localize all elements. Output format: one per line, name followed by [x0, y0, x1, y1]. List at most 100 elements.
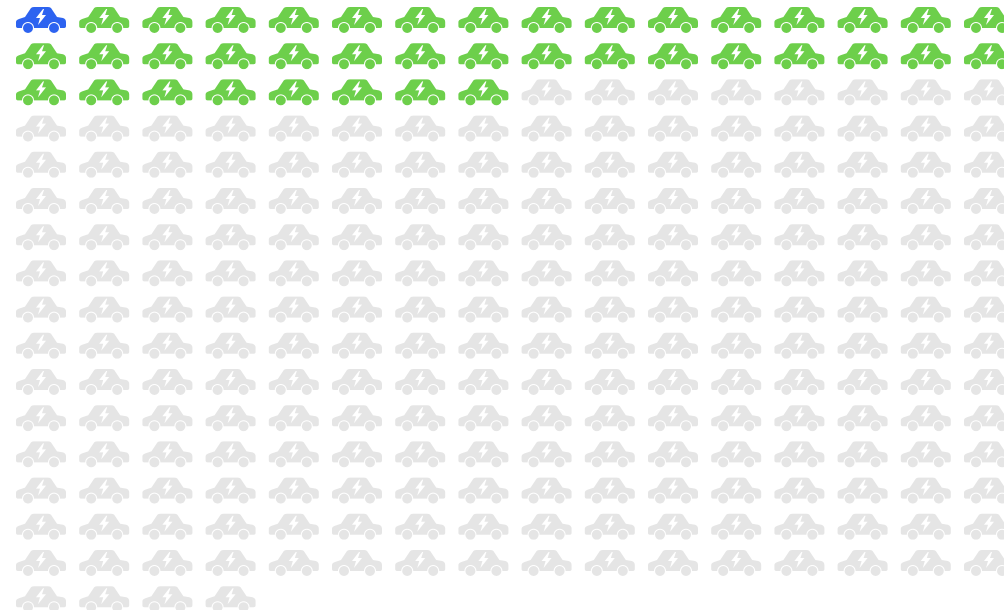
car-icon [900, 7, 951, 33]
car-icon [964, 7, 1004, 33]
car-icon [521, 513, 572, 540]
car-icon [395, 7, 446, 33]
car-icon [837, 115, 888, 142]
car-icon [648, 296, 698, 323]
car-icon [16, 477, 66, 504]
car-icon [584, 405, 635, 432]
car-icon [142, 586, 193, 610]
car-icon [268, 477, 319, 504]
car-icon [142, 405, 193, 432]
car-icon [458, 441, 509, 468]
car-icon [79, 441, 130, 468]
car-icon [521, 477, 572, 504]
car-icon [648, 369, 698, 395]
car-icon [521, 188, 572, 214]
car-icon [711, 260, 762, 287]
car-icon [205, 224, 256, 251]
car-icon [268, 550, 319, 576]
car-icon [142, 260, 193, 287]
car-icon [964, 405, 1004, 432]
car-icon [837, 369, 888, 395]
car-icon [395, 369, 446, 395]
car-icon [964, 260, 1004, 287]
car-icon [79, 513, 130, 540]
car-icon [205, 477, 256, 504]
car-icon [774, 188, 825, 214]
car-icon [584, 188, 635, 214]
car-icon [395, 224, 446, 251]
car-icon [774, 369, 825, 395]
car-icon [711, 513, 762, 540]
car-icon [521, 441, 572, 468]
car-icon [268, 369, 319, 395]
car-icon [837, 43, 888, 70]
car-icon [205, 369, 256, 395]
car-icon [584, 550, 635, 576]
car-icon [458, 296, 509, 323]
car-icon [774, 405, 825, 432]
car-icon [458, 43, 509, 70]
car-icon [458, 151, 509, 178]
car-icon [521, 369, 572, 395]
car-icon [268, 332, 319, 359]
car-icon [584, 224, 635, 251]
car-icon [458, 188, 509, 214]
car-icon [16, 188, 66, 214]
car-icon [774, 477, 825, 504]
car-icon [837, 188, 888, 214]
car-icon [205, 550, 256, 576]
car-icon [79, 79, 130, 106]
car-icon [395, 43, 446, 70]
car-icon [79, 332, 130, 359]
car-icon [16, 79, 66, 106]
car-icon [458, 7, 509, 33]
car-icon [142, 79, 193, 106]
car-icon [900, 441, 951, 468]
car-icon [711, 296, 762, 323]
car-icon [395, 260, 446, 287]
car-icon [79, 296, 130, 323]
car-icon [711, 441, 762, 468]
car-icon [205, 513, 256, 540]
car-icon [837, 550, 888, 576]
car-icon [584, 43, 635, 70]
car-icon [711, 224, 762, 251]
car-icon [774, 79, 825, 106]
car-icon [79, 405, 130, 432]
car-icon [964, 151, 1004, 178]
car-icon [521, 79, 572, 106]
car-icon [458, 79, 509, 106]
car-icon [332, 151, 382, 178]
car-icon [521, 296, 572, 323]
car-icon [584, 79, 635, 106]
car-icon [142, 441, 193, 468]
car-icon [16, 586, 66, 610]
car-icon [837, 7, 888, 33]
car-icon [584, 115, 635, 142]
car-icon [837, 477, 888, 504]
car-icon [711, 43, 762, 70]
car-icon [332, 477, 382, 504]
car-icon [584, 369, 635, 395]
car-icon [205, 296, 256, 323]
car-icon [900, 405, 951, 432]
car-icon [964, 43, 1004, 70]
car-icon [268, 441, 319, 468]
car-icon [205, 405, 256, 432]
car-icon [521, 332, 572, 359]
car-icon [837, 513, 888, 540]
car-icon [142, 7, 193, 33]
car-icon [458, 513, 509, 540]
car-icon [458, 369, 509, 395]
car-icon [268, 188, 319, 214]
car-icon [395, 513, 446, 540]
car-icon [711, 79, 762, 106]
car-icon [648, 550, 698, 576]
car-icon [774, 441, 825, 468]
car-icon [16, 260, 66, 287]
car-icon [648, 151, 698, 178]
car-icon [964, 188, 1004, 214]
car-icon [395, 296, 446, 323]
car-icon [964, 477, 1004, 504]
car-icon [900, 550, 951, 576]
